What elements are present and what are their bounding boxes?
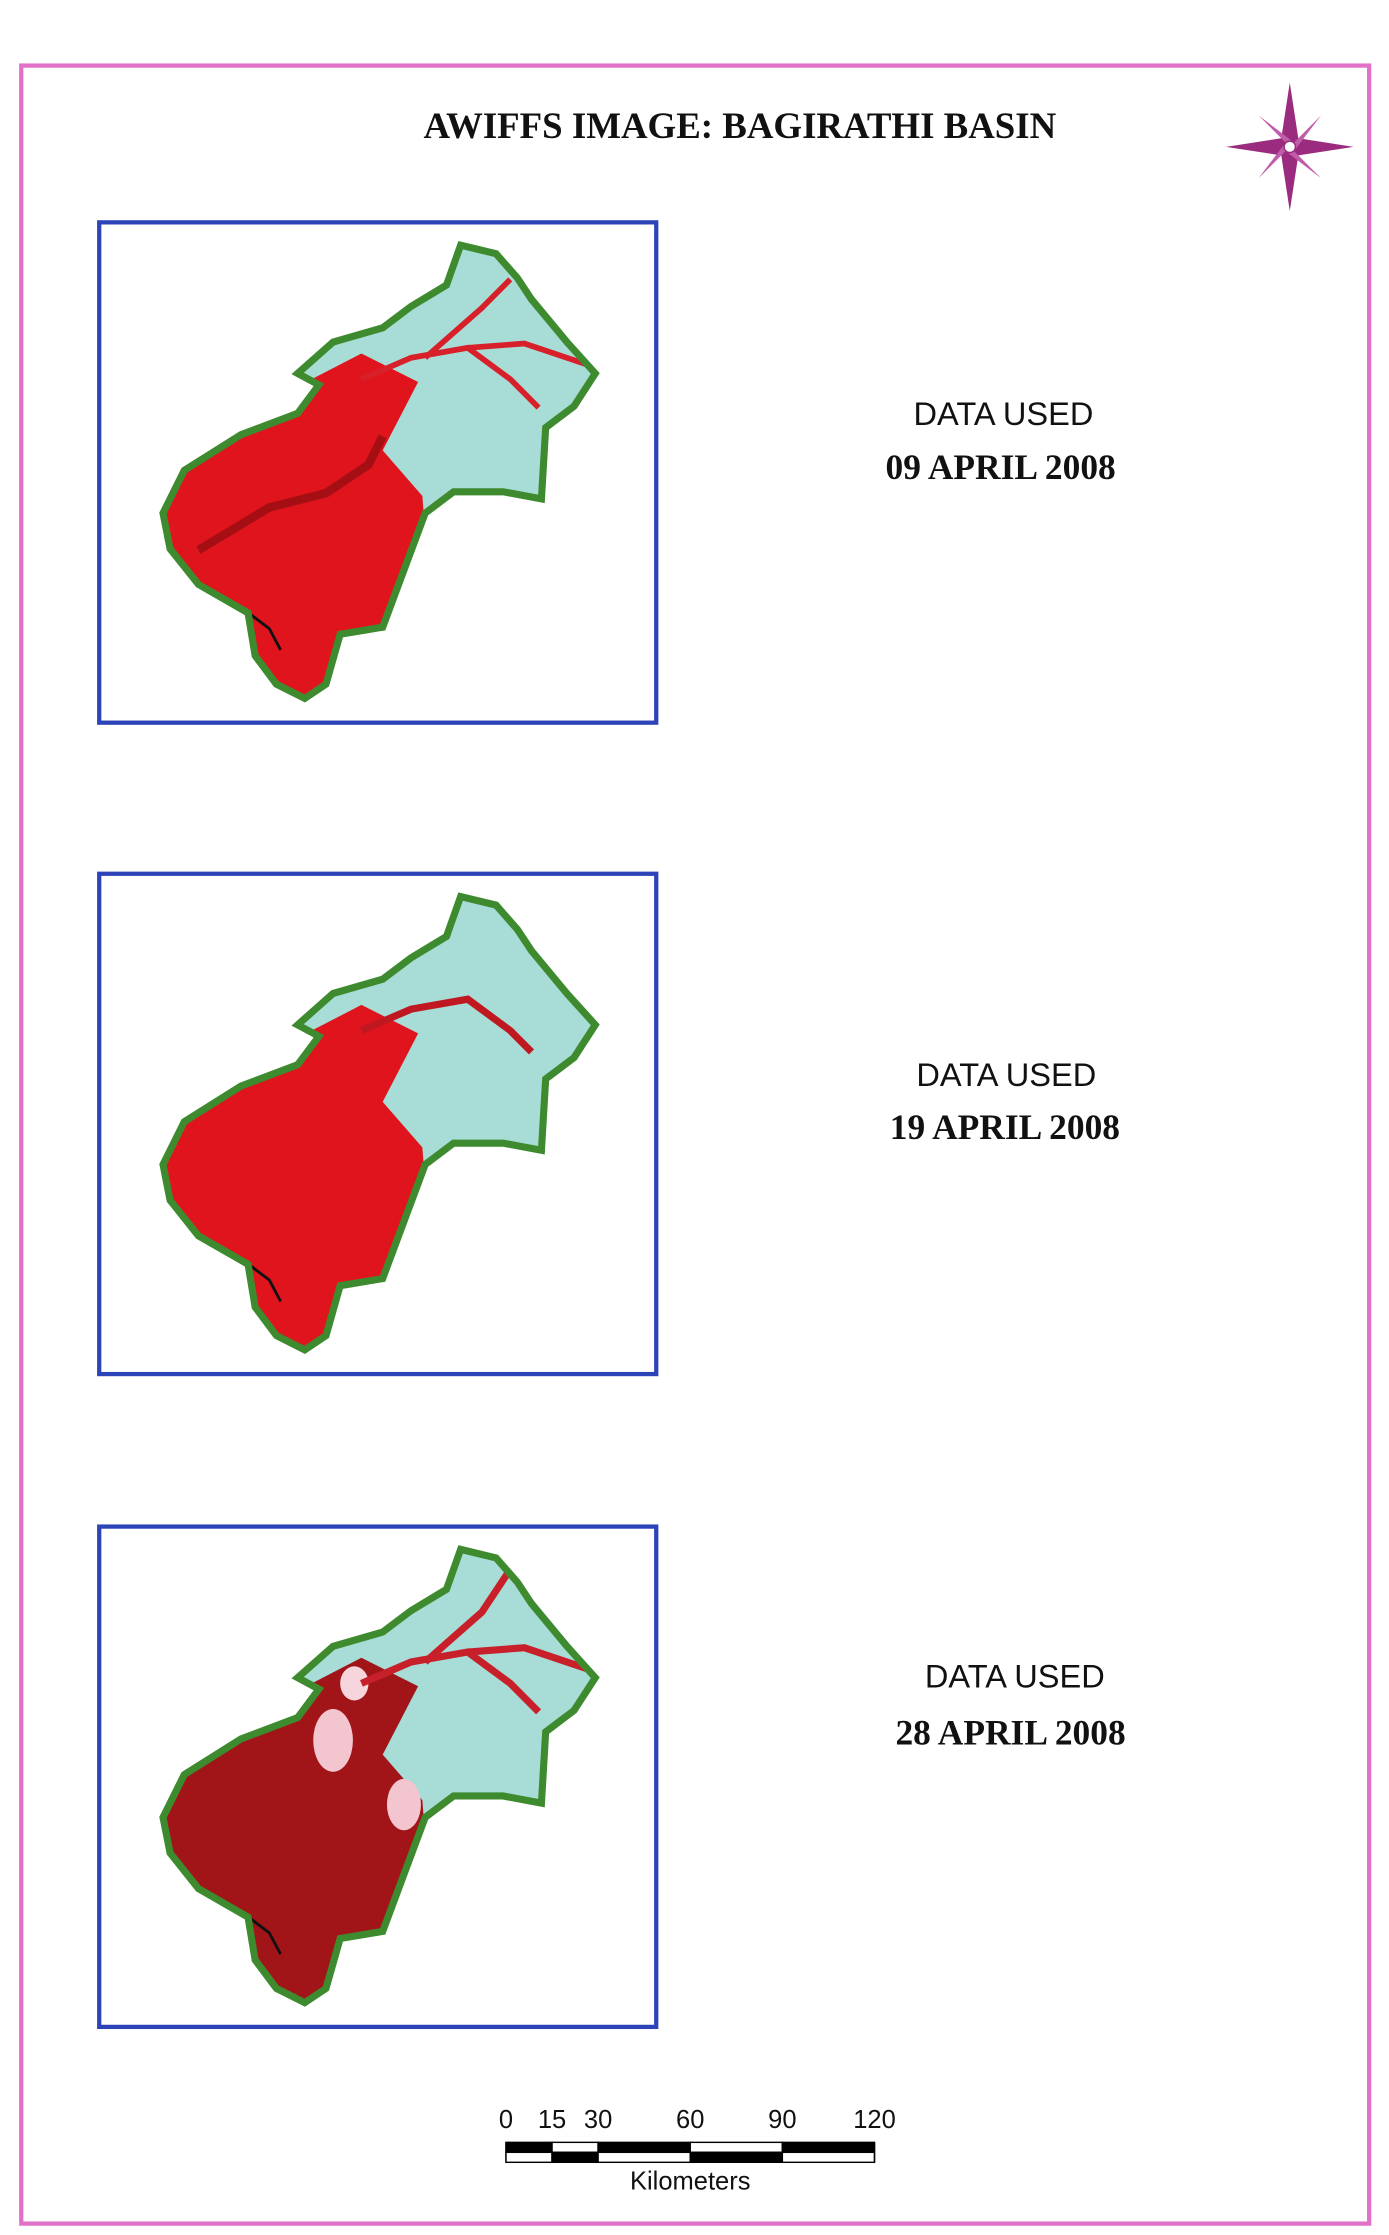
panel-label: DATA USED — [925, 1658, 1105, 1695]
scale-bar: 0 15 30 60 90 120 — [499, 2106, 896, 2164]
map-title: AWIFFS IMAGE: BAGIRATHI BASIN — [423, 105, 1056, 146]
scale-segment — [597, 2151, 691, 2164]
scale-segment — [781, 2141, 876, 2154]
scale-tick-label: 30 — [584, 2106, 612, 2134]
scale-segment — [551, 2151, 599, 2164]
scale-segment — [505, 2151, 553, 2164]
map-panel — [99, 874, 656, 1374]
scale-unit: Kilometers — [630, 2167, 750, 2195]
scale-segment — [689, 2141, 784, 2154]
panel-label: DATA USED — [916, 1056, 1096, 1093]
scale-segment — [781, 2151, 876, 2164]
north-arrow — [1226, 82, 1354, 211]
scale-tick-label: 15 — [538, 2106, 566, 2134]
panel-date: 09 APRIL 2008 — [886, 447, 1116, 487]
scale-tick-label: 0 — [499, 2106, 513, 2134]
scale-segment — [505, 2141, 553, 2154]
panel-label: DATA USED — [914, 395, 1094, 432]
scale-tick-label: 120 — [853, 2106, 896, 2134]
scale-segment — [551, 2141, 599, 2154]
scale-segment — [689, 2151, 784, 2164]
page-border — [19, 63, 1372, 2226]
scale-segment — [597, 2141, 691, 2154]
scale-tick-label: 60 — [676, 2106, 704, 2134]
map-panel — [99, 1527, 656, 2027]
panel-date: 19 APRIL 2008 — [890, 1107, 1120, 1147]
map-panel — [99, 222, 656, 722]
scale-tick-label: 90 — [768, 2106, 796, 2134]
panel-date: 28 APRIL 2008 — [895, 1713, 1125, 1753]
